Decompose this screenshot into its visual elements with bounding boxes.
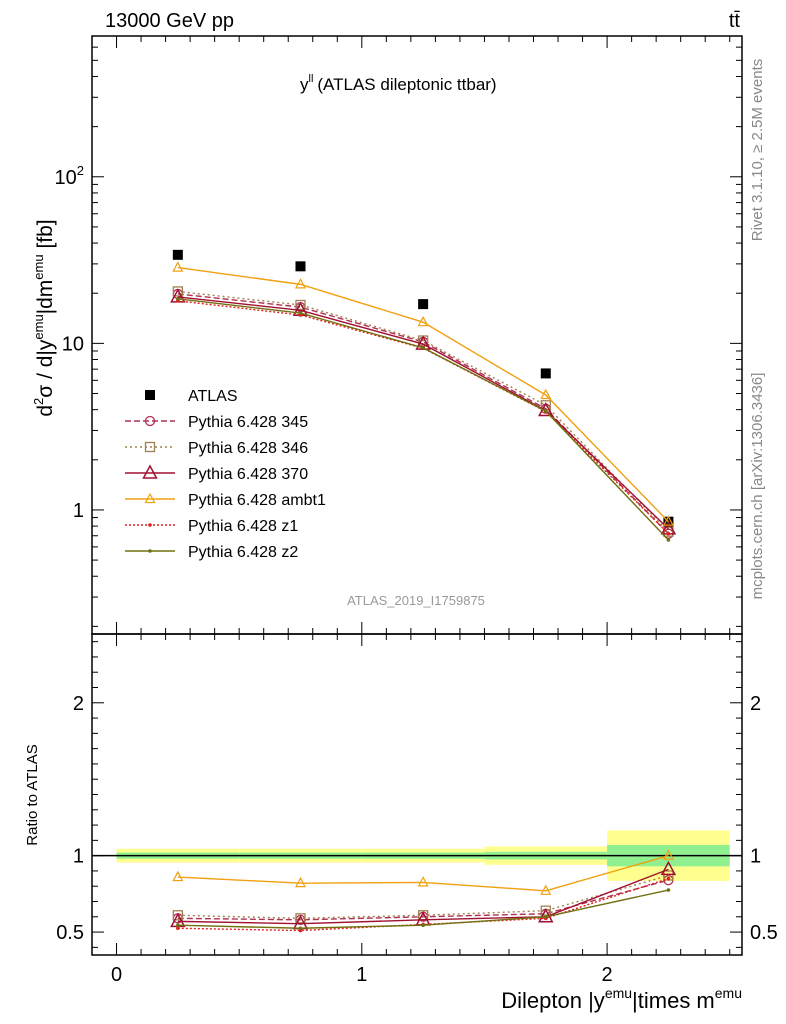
legend-entry: Pythia 6.428 ambt1 <box>125 492 326 509</box>
ratio-tick-label-left: 2 <box>73 693 84 715</box>
legend-label: Pythia 6.428 z2 <box>188 544 298 561</box>
data-point <box>666 538 671 542</box>
ratio-point <box>176 923 180 927</box>
analysis-id: ATLAS_2019_I1759875 <box>347 593 485 608</box>
ratio-series-2 <box>170 860 677 930</box>
ratio-point <box>176 926 180 931</box>
legend-marker <box>145 390 155 400</box>
ratio-tick-label-right: 0.5 <box>750 922 778 944</box>
series-6 <box>176 297 671 542</box>
legend-marker <box>144 441 156 453</box>
ratio-tick-label-left: 0.5 <box>56 922 84 944</box>
legend: ATLAS Pythia 6.428 345 Pythia 6.428 346 Pyt… <box>125 388 326 561</box>
ratio-series-3 <box>172 849 674 895</box>
legend-marker <box>144 415 156 427</box>
ratio-point <box>662 849 674 860</box>
series-line <box>177 266 669 523</box>
ratio-point <box>660 860 677 876</box>
header-final-state: tt̄ <box>729 10 741 32</box>
series-line <box>177 290 669 533</box>
y-tick-label: 102 <box>55 163 84 189</box>
ratio-line <box>177 874 669 920</box>
x-axis-label: Dilepton |yemu|times memu <box>501 985 742 1013</box>
ratio-point <box>666 888 671 892</box>
data-point <box>666 531 671 536</box>
legend-marker <box>142 464 158 479</box>
data-point <box>543 409 548 413</box>
data-point <box>172 286 183 297</box>
legend-label: Pythia 6.428 z1 <box>188 518 298 535</box>
legend-entry: Pythia 6.428 345 <box>125 414 308 431</box>
x-tick-label: 2 <box>602 964 613 986</box>
ratio-panel-frame <box>91 633 743 956</box>
ratio-point <box>417 876 429 887</box>
y-tick-label: 1 <box>73 500 84 522</box>
legend-label: Pythia 6.428 370 <box>188 466 308 483</box>
ratio-point <box>294 876 306 888</box>
series-4 <box>172 261 674 526</box>
ratio-tick-label-right: 1 <box>750 846 761 868</box>
ratio-series-1 <box>172 870 674 924</box>
ratio-line <box>177 879 669 921</box>
data-point <box>421 346 425 350</box>
data-point <box>295 299 306 311</box>
rivet-version-label: Rivet 3.1.10, ≥ 2.5M events <box>749 59 766 242</box>
data-point <box>418 299 429 310</box>
main-panel-series <box>170 249 677 542</box>
legend-marker <box>148 523 152 527</box>
x-tick-label: 1 <box>356 964 367 986</box>
legend-entry: Pythia 6.428 346 <box>125 440 308 457</box>
legend-entry: ATLAS <box>145 388 238 405</box>
data-point <box>172 261 184 272</box>
series-line <box>177 296 669 530</box>
data-point <box>540 368 551 379</box>
legend-label: Pythia 6.428 345 <box>188 414 308 431</box>
ratio-tick-label-right: 2 <box>750 693 761 715</box>
mcplots-label: mcplots.cern.ch [arXiv:1306.3436] <box>749 373 766 600</box>
ratio-panel-series <box>170 849 677 933</box>
x-tick-label: 0 <box>111 964 122 986</box>
ratio-point <box>666 876 671 881</box>
ratio-point <box>421 923 425 927</box>
ratio-point <box>295 913 306 924</box>
legend-entry: Pythia 6.428 z1 <box>125 518 298 535</box>
ratio-line <box>177 854 669 892</box>
legend-marker <box>144 492 156 504</box>
ratio-point <box>298 926 303 931</box>
data-point <box>662 515 674 526</box>
ratio-series-5 <box>176 888 671 931</box>
data-point <box>172 249 183 260</box>
legend-entry: Pythia 6.428 370 <box>125 464 308 483</box>
data-point <box>294 278 306 289</box>
series-0 <box>172 249 674 527</box>
data-point <box>417 315 429 327</box>
ratio-point <box>543 914 548 919</box>
header-process: 13000 GeV pp <box>105 10 234 32</box>
ratio-point <box>540 884 552 895</box>
y-axis-label-main: d2σ / d|yemu|dmemu [fb] <box>31 219 57 416</box>
ratio-point <box>172 910 183 921</box>
ratio-point <box>172 870 184 882</box>
y-axis-label-ratio: Ratio to ATLAS <box>24 744 41 845</box>
legend-marker <box>148 549 152 553</box>
data-point <box>540 388 552 400</box>
legend-label: ATLAS <box>188 388 238 405</box>
ratio-tick-label-left: 1 <box>73 846 84 868</box>
legend-label: Pythia 6.428 346 <box>188 440 308 457</box>
legend-label: Pythia 6.428 ambt1 <box>188 492 326 509</box>
data-point <box>295 261 306 272</box>
y-tick-label: 10 <box>62 333 84 355</box>
legend-entry: Pythia 6.428 z2 <box>125 544 298 561</box>
ratio-line <box>177 868 669 925</box>
plot-title: yll (ATLAS dileptonic ttbar) <box>300 73 497 94</box>
series-line <box>177 293 669 535</box>
data-point <box>298 311 303 315</box>
data-point <box>176 297 180 301</box>
